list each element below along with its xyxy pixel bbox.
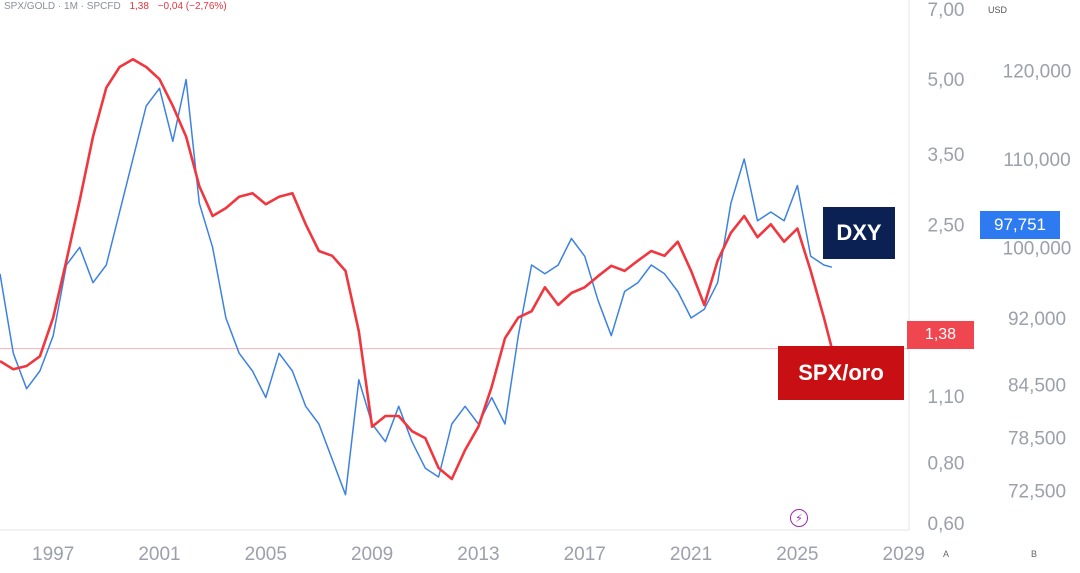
left-axis-tick-label: 7,00: [928, 0, 965, 21]
x-tick-label: 2009: [351, 544, 393, 565]
x-tick-label: 2025: [776, 544, 818, 565]
x-tick-label: 2017: [564, 544, 606, 565]
left-axis-tick-label: 0,60: [928, 514, 965, 535]
right-axis-tick-label: 100,000: [1003, 238, 1072, 259]
dxy-series-line: [0, 78, 833, 496]
x-tick-label: 2005: [245, 544, 287, 565]
left-axis-tick-label: 5,00: [928, 70, 965, 91]
left-axis-tick-label: 3,50: [928, 145, 965, 166]
right-axis-tick-label: 72,500: [1008, 481, 1066, 502]
spx-gold-last-value-badge: 1,38: [907, 321, 974, 349]
header-change: −0,04 (−2,76%): [157, 1, 227, 12]
x-tick-label: 2021: [670, 544, 712, 565]
spx-oro-label: SPX/oro: [778, 346, 904, 400]
dxy-label: DXY: [823, 207, 895, 259]
dxy-last-value-badge: 97,751: [980, 211, 1060, 239]
x-tick-label: 1997: [32, 544, 74, 565]
right-axis-tick-label: 84,500: [1008, 375, 1066, 396]
scale-b-button[interactable]: B: [1031, 549, 1038, 559]
left-axis-tick-label: 0,80: [928, 454, 965, 475]
left-axis-tick-label: 1,10: [928, 387, 965, 408]
currency-unit: USD: [988, 5, 1008, 15]
right-axis-tick-label: 78,500: [1008, 428, 1066, 449]
lightning-icon[interactable]: ⚡: [790, 509, 808, 527]
x-tick-label: 2001: [138, 544, 180, 565]
x-tick-label: 2013: [457, 544, 499, 565]
right-axis-tick-label: 110,000: [1003, 150, 1070, 171]
chart-header: SPX/GOLD · 1M · SPCFD 1,38 −0,04 (−2,76%…: [4, 1, 227, 12]
header-price: 1,38: [129, 1, 149, 12]
scale-a-button[interactable]: A: [943, 549, 950, 559]
x-tick-label: 2029: [883, 544, 925, 565]
right-axis-tick-label: 120,000: [1003, 62, 1072, 83]
header-symbol: SPX/GOLD · 1M · SPCFD: [4, 1, 121, 12]
left-axis-tick-label: 2,50: [928, 215, 965, 236]
right-axis-tick-label: 92,000: [1008, 309, 1066, 330]
spx-gold-series-line: [0, 57, 834, 481]
